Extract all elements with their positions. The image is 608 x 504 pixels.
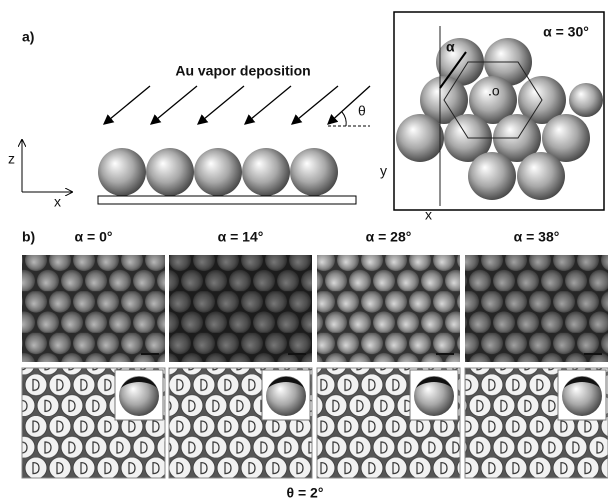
deposition-title: Au vapor deposition — [175, 63, 310, 79]
column-label: α = 14° — [218, 229, 264, 245]
caption: θ = 2° — [287, 485, 324, 501]
x-label: x — [54, 194, 61, 210]
micrograph — [169, 255, 312, 362]
alpha-line — [439, 51, 467, 89]
origin-label: .o — [488, 83, 500, 99]
alpha-label: α — [446, 39, 455, 55]
micrograph — [22, 255, 165, 362]
panel-label: b) — [22, 229, 35, 245]
vapor-arrows — [102, 85, 371, 125]
inset-sphere — [119, 376, 159, 416]
micrograph — [465, 255, 608, 362]
inset-sphere — [562, 376, 602, 416]
theta-label: θ — [358, 103, 366, 119]
y-label: y — [380, 163, 387, 179]
inset-sphere — [414, 376, 454, 416]
z-label: z — [8, 151, 15, 167]
angle-title: α = 30° — [543, 24, 589, 40]
angle-arc — [341, 111, 347, 127]
side-spheres — [98, 148, 338, 196]
hexagon — [443, 61, 543, 139]
micrograph-shade — [465, 255, 608, 362]
inset-cap — [564, 376, 600, 388]
panel-label: a) — [22, 29, 34, 45]
inset-sphere — [266, 376, 306, 416]
substrate — [97, 195, 357, 205]
micrograph-shade — [22, 255, 165, 362]
column-label: α = 0° — [75, 229, 113, 245]
micrograph-shade — [169, 255, 312, 362]
column-label: α = 28° — [366, 229, 412, 245]
x-label: x — [425, 207, 432, 223]
inset-cap — [416, 376, 452, 388]
inset-cap — [268, 376, 304, 388]
column-label: α = 38° — [514, 229, 560, 245]
micrograph — [317, 255, 460, 362]
inset-cap — [121, 376, 157, 388]
